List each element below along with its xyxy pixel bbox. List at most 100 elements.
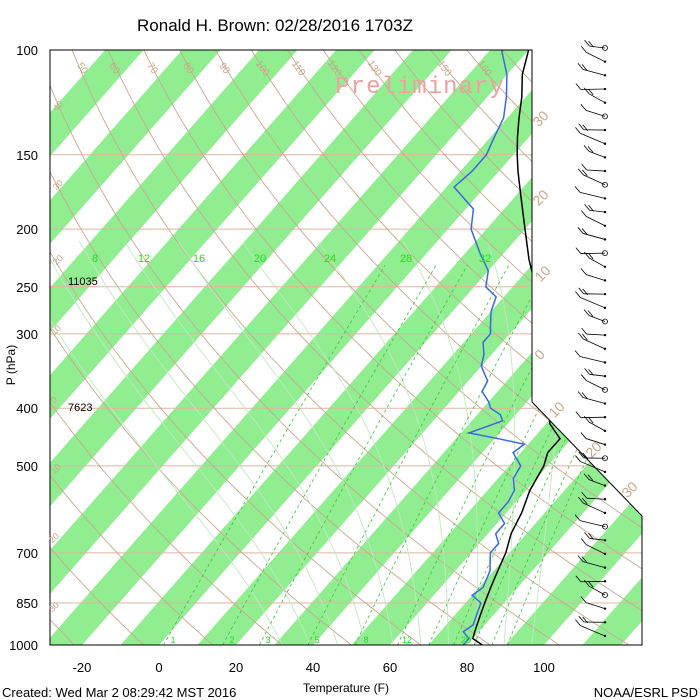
temperature-band [50, 50, 568, 645]
wind-barb [575, 619, 607, 638]
x-tick-label: -20 [73, 660, 92, 675]
wind-barb [581, 163, 607, 173]
temperature-band [50, 50, 642, 645]
y-tick-label: 500 [16, 459, 38, 474]
mixing-ratio-line [397, 265, 585, 645]
isotherm-label: 0 [531, 346, 548, 363]
dry-adiabat [50, 50, 509, 645]
temperature-band [660, 0, 700, 645]
mixing-ratio-label: 20 [254, 253, 266, 265]
wind-barb [575, 575, 607, 583]
dry-adiabat [215, 50, 642, 645]
dry-adiabat [537, 50, 642, 645]
created-timestamp: Created: Wed Mar 2 08:29:42 MST 2016 [2, 685, 236, 700]
x-axis-label: Temperature (F) [303, 681, 389, 695]
dry-adiabat [50, 50, 228, 645]
dry-adiabat [50, 50, 158, 645]
isotherm-label: 20 [529, 186, 551, 208]
mixing-ratio-line [428, 265, 612, 645]
mixing-ratio-labels: 8 12 16 20 24 28 321 2 3 5 8 12 20 [92, 253, 491, 645]
moist-adiabats [50, 241, 563, 645]
x-tick-label: 60 [383, 660, 397, 675]
x-tick-labels: -20 0 20 40 60 80 100 [73, 660, 555, 675]
wind-barb [578, 168, 608, 188]
moist-adiabat [50, 241, 311, 645]
x-tick-label: 20 [229, 660, 243, 675]
preliminary-watermark: Preliminary [335, 74, 504, 101]
moist-adiabat [50, 241, 283, 645]
wind-barb [577, 391, 607, 405]
wind-barb [577, 227, 607, 241]
y-tick-label: 400 [16, 401, 38, 416]
wind-barb [578, 123, 607, 132]
wind-barb [584, 532, 607, 542]
dry-adiabat [71, 50, 642, 645]
wind-barb [580, 104, 608, 120]
mixing-ratio-label: 1 [170, 635, 175, 645]
y-tick-label: 100 [16, 43, 38, 58]
isotherm-label: 10 [531, 262, 553, 284]
dry-adiabat [50, 50, 369, 645]
wind-barb [575, 411, 607, 419]
dry-adiabat [50, 50, 439, 645]
mixing-ratio-line [163, 264, 386, 645]
x-tick-label: 100 [533, 660, 555, 675]
wind-barb [584, 39, 608, 51]
wind-barb [578, 332, 607, 351]
theta-label: 70 [144, 61, 160, 77]
mixing-ratio-label: 12 [138, 253, 150, 265]
mixing-ratio-line [259, 265, 468, 645]
mixing-ratio-label: 5 [314, 635, 319, 645]
y-tick-label: 200 [16, 222, 38, 237]
temperature-band [351, 50, 642, 645]
isotherm-label: 30 [618, 478, 640, 500]
wind-barb [580, 596, 607, 610]
moist-adiabat [79, 241, 339, 645]
moist-adiabat [124, 241, 366, 645]
mixing-ratio-label: 20 [461, 635, 471, 645]
wind-barb [575, 291, 607, 310]
wind-barb [581, 327, 607, 337]
isotherm-label: 0 [49, 395, 60, 406]
dry-adiabat [609, 50, 642, 645]
wind-barb [581, 491, 607, 501]
wind-barb [583, 579, 608, 598]
isotherm-label: 30 [47, 600, 61, 614]
moist-adiabat [177, 241, 394, 645]
dry-adiabat [179, 50, 642, 645]
y-tick-label: 250 [16, 280, 38, 295]
mixing-ratio-label: 2 [229, 635, 234, 645]
wind-barb [583, 309, 608, 325]
wind-barb [577, 63, 607, 77]
chart-title: Ronald H. Brown: 02/28/2016 1703Z [137, 16, 413, 35]
wind-barb [584, 368, 607, 378]
wind-barb [574, 350, 607, 364]
temperature-band [50, 50, 414, 645]
y-tick-label: 700 [16, 546, 38, 561]
credit-label: NOAA/ESRL PSD [594, 685, 698, 700]
mixing-ratio-label: 12 [402, 635, 412, 645]
moist-adiabat [242, 241, 422, 645]
y-tick-label: 300 [16, 327, 38, 342]
wind-barb [584, 203, 607, 214]
wind-barb [578, 287, 607, 296]
wind-barb [577, 555, 607, 569]
wind-barb [574, 186, 607, 200]
mixing-ratio-label: 8 [92, 253, 98, 265]
wind-barb [580, 46, 607, 63]
dry-adiabat [286, 50, 642, 645]
dry-adiabat [50, 50, 298, 645]
x-tick-label: 0 [155, 660, 162, 675]
moist-adiabat [317, 241, 449, 645]
mixing-ratio-label: 16 [193, 253, 205, 265]
isotherm-label: 10 [545, 398, 567, 420]
wind-barb [578, 451, 608, 462]
plot-frame [49, 49, 643, 646]
y-tick-label: 1000 [9, 638, 38, 653]
wind-barb [580, 268, 607, 282]
x-tick-label: 40 [306, 660, 320, 675]
wind-barb [580, 432, 607, 446]
mixing-ratio-line [453, 265, 633, 645]
mixing-ratio-label: 24 [324, 253, 336, 265]
